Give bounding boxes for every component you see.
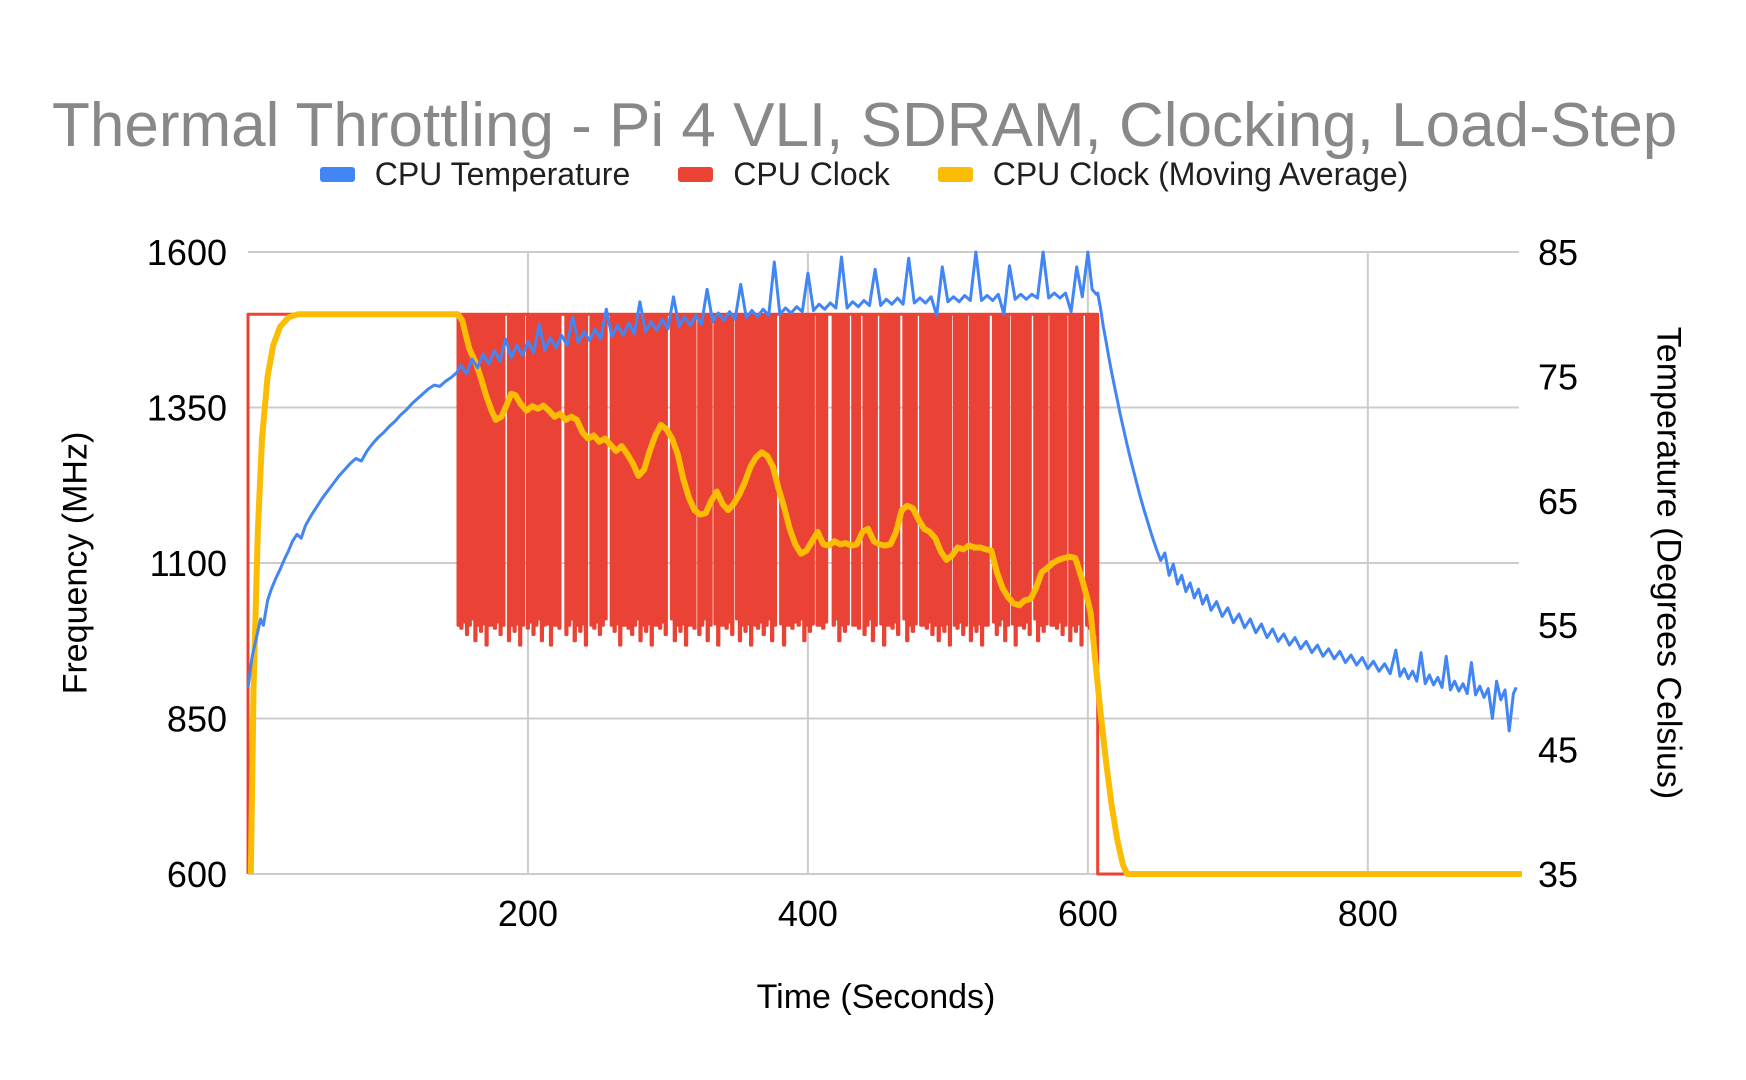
legend-swatch-blue-icon: [319, 166, 355, 182]
x-axis-title: Time (Seconds): [756, 978, 996, 1016]
legend-swatch-yellow-icon: [937, 166, 973, 182]
x-axis-tick-label: 400: [778, 893, 838, 934]
legend-item-cpu-clock-moving-average: CPU Clock (Moving Average): [937, 155, 1409, 193]
series-cpu-clock: [246, 312, 1522, 876]
legend-label: CPU Clock: [733, 155, 890, 192]
legend-label: CPU Clock (Moving Average): [992, 155, 1409, 192]
left-axis-tick-label: 1100: [150, 543, 227, 584]
chart-legend: CPU Temperature CPU Clock CPU Clock (Mov…: [0, 152, 1728, 196]
legend-item-cpu-temperature: CPU Temperature: [319, 155, 631, 193]
left-axis-tick-label: 1600: [147, 232, 227, 273]
x-axis-tick-label: 200: [498, 893, 558, 934]
right-axis-tick-label: 65: [1538, 481, 1578, 522]
legend-item-cpu-clock: CPU Clock: [678, 155, 890, 193]
right-axis-tick-label: 55: [1538, 605, 1578, 646]
legend-swatch-red-icon: [678, 166, 714, 182]
left-axis-tick-label: 1350: [147, 388, 227, 429]
right-axis-tick-label: 35: [1538, 854, 1578, 895]
x-axis-tick-label: 600: [1058, 893, 1118, 934]
series-cpu-clock-moving-average-: [247, 311, 1522, 877]
right-axis-tick-label: 45: [1538, 730, 1578, 771]
left-axis-tick-label: 850: [167, 699, 227, 740]
legend-label: CPU Temperature: [374, 155, 631, 192]
right-axis-tick-label: 85: [1538, 232, 1578, 273]
x-axis-tick-label: 800: [1338, 893, 1398, 934]
series-cpu-temperature: [246, 250, 1518, 733]
right-axis-tick-label: 75: [1538, 356, 1578, 397]
chart-title: Thermal Throttling - Pi 4 VLI, SDRAM, Cl…: [52, 90, 1678, 160]
left-axis-tick-label: 600: [167, 854, 227, 895]
